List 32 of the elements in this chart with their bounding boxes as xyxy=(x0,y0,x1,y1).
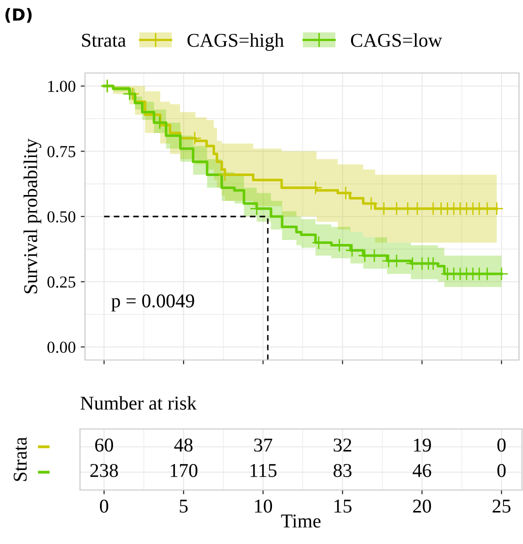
x-tick-label: 5 xyxy=(180,500,188,513)
data-label: 60 xyxy=(95,438,114,452)
x-tick-label: 25 xyxy=(492,500,510,513)
y-tick-label: 0.25 xyxy=(47,276,76,288)
y-tick-label: 0.00 xyxy=(47,342,76,353)
data-label: 83 xyxy=(334,464,352,478)
data-label: 238 xyxy=(90,464,118,478)
y-tick-label: 0.75 xyxy=(47,146,76,158)
data-label: 170 xyxy=(170,464,198,478)
y-tick-label: 1.00 xyxy=(48,80,76,92)
data-label: 46 xyxy=(412,464,432,478)
data-label: 32 xyxy=(334,438,352,452)
y-axis-title: Survival probability xyxy=(24,138,42,294)
x-tick-label: 15 xyxy=(334,500,352,513)
data-label: 115 xyxy=(250,464,277,478)
x-tick-label: 20 xyxy=(413,500,432,513)
x-tick-label: 0 xyxy=(100,500,108,513)
data-label: 0 xyxy=(497,438,506,452)
data-label: 0 xyxy=(497,464,506,478)
x-tick-label: 10 xyxy=(255,500,272,513)
legend-label: CAGS=low xyxy=(351,33,442,47)
chart-title: Number at risk xyxy=(80,396,197,410)
legend-label: CAGS=high xyxy=(188,33,284,51)
legend-title: Strata xyxy=(82,34,126,47)
y-tick-label: 0.50 xyxy=(47,211,76,223)
text: (D) xyxy=(5,8,32,23)
data-label: 19 xyxy=(414,438,431,452)
data-label: 48 xyxy=(174,438,193,452)
annotation: p = 0.0049 xyxy=(111,294,194,312)
y-axis-title: Strata xyxy=(14,437,27,481)
x-axis-title: Time xyxy=(281,514,321,528)
data-label: 37 xyxy=(254,438,272,452)
